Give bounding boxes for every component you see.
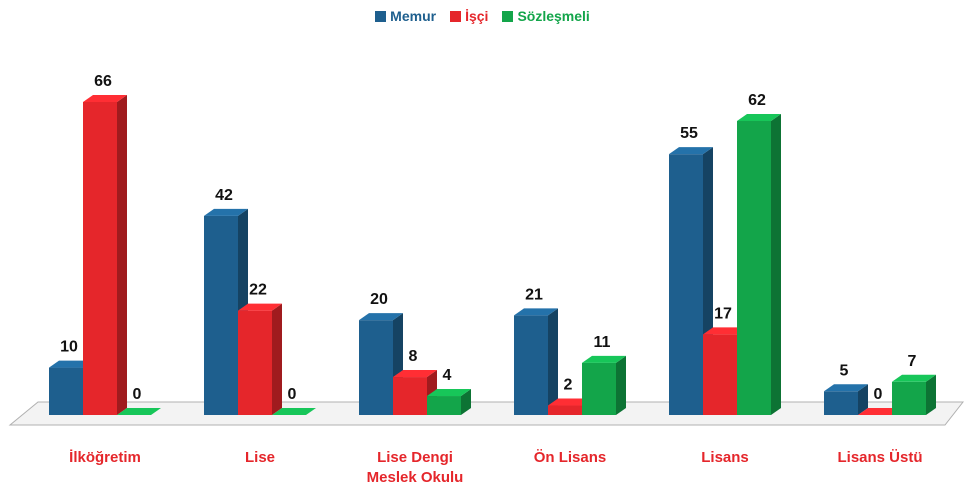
data-label: 2 — [564, 377, 573, 394]
bar-face — [703, 334, 737, 415]
data-label: 55 — [680, 125, 698, 142]
bar-face — [669, 154, 703, 415]
bar — [582, 355, 626, 415]
data-label: 62 — [748, 92, 766, 109]
bar-face — [582, 355, 626, 363]
bar-face — [393, 370, 437, 378]
data-label: 8 — [409, 348, 418, 365]
bar — [892, 374, 936, 415]
legend-swatch — [502, 10, 514, 22]
x-tick-label: Lisans — [701, 449, 749, 466]
data-label: 0 — [874, 386, 883, 403]
bar-face — [272, 303, 282, 415]
legend-label: Memur — [390, 8, 437, 24]
bar-face — [771, 113, 781, 415]
legend-label: İşçi — [465, 8, 489, 24]
bar-face — [582, 362, 616, 415]
data-label: 17 — [714, 305, 732, 322]
bar-face — [737, 113, 781, 121]
bar-face — [272, 408, 316, 415]
data-label: 10 — [60, 339, 78, 356]
bar-face — [514, 308, 558, 316]
x-tick-label: Ön Lisans — [533, 449, 607, 466]
bar-face — [117, 408, 161, 415]
bar-face — [548, 398, 592, 406]
data-label: 7 — [908, 353, 917, 370]
x-tick-label: Lise Dengi Meslek Okulu — [366, 449, 464, 486]
bar-face — [359, 313, 403, 321]
bar — [824, 384, 868, 415]
legend-swatch — [375, 10, 387, 22]
bar — [427, 389, 471, 415]
bar-face — [858, 408, 902, 415]
data-label: 42 — [215, 187, 233, 204]
bar-face — [703, 327, 747, 335]
bar-face — [427, 389, 471, 397]
bar-face — [204, 208, 248, 216]
legend-entry: İşçi — [450, 8, 488, 24]
x-tick-label: İlköğretim — [69, 449, 141, 466]
bar-face — [204, 215, 238, 415]
bar-face — [49, 367, 83, 415]
bar-face — [926, 374, 936, 415]
bar-face — [892, 374, 936, 382]
bar-face — [858, 384, 868, 415]
bar-face — [824, 391, 858, 415]
bar — [858, 408, 902, 415]
legend-swatch — [450, 10, 462, 22]
x-tick-label: Lisans Üstü — [837, 449, 923, 466]
bar — [514, 308, 558, 415]
data-label: 20 — [370, 291, 388, 308]
bar-face — [359, 320, 393, 415]
bar-face — [238, 303, 282, 311]
bar-face — [548, 405, 582, 415]
data-label: 21 — [525, 286, 543, 303]
bar-face — [49, 360, 93, 368]
legend: Memur İşçi Sözleşmeli — [0, 8, 965, 24]
bar-face — [461, 389, 471, 415]
bar — [238, 303, 282, 415]
legend-entry: Memur — [375, 8, 436, 24]
bar-face — [824, 384, 868, 392]
bar — [83, 95, 127, 415]
x-tick-label: Lise — [244, 449, 275, 466]
data-label: 22 — [249, 282, 267, 299]
bar — [669, 147, 713, 415]
bar-face — [892, 381, 926, 415]
bar-face — [83, 102, 117, 415]
bar — [272, 408, 316, 415]
bar-face — [83, 95, 127, 102]
bar — [737, 113, 781, 415]
bar — [393, 370, 437, 415]
bar-face — [669, 147, 713, 155]
bar — [117, 408, 161, 415]
data-label: 0 — [288, 386, 297, 403]
bar-face — [393, 377, 427, 415]
legend-label: Sözleşmeli — [517, 8, 590, 24]
bar-face — [427, 396, 461, 415]
data-label: 11 — [594, 334, 611, 351]
bar-face — [514, 315, 548, 415]
bar — [204, 208, 248, 415]
data-label: 0 — [133, 386, 142, 403]
bar-face — [238, 310, 272, 415]
bar-face — [737, 120, 771, 415]
bar-face — [548, 308, 558, 415]
bar-face — [616, 355, 626, 415]
data-label: 5 — [840, 362, 849, 379]
legend-entry: Sözleşmeli — [502, 8, 590, 24]
data-label: 4 — [443, 367, 452, 384]
bar-face — [117, 95, 127, 415]
data-label: 66 — [94, 73, 112, 90]
